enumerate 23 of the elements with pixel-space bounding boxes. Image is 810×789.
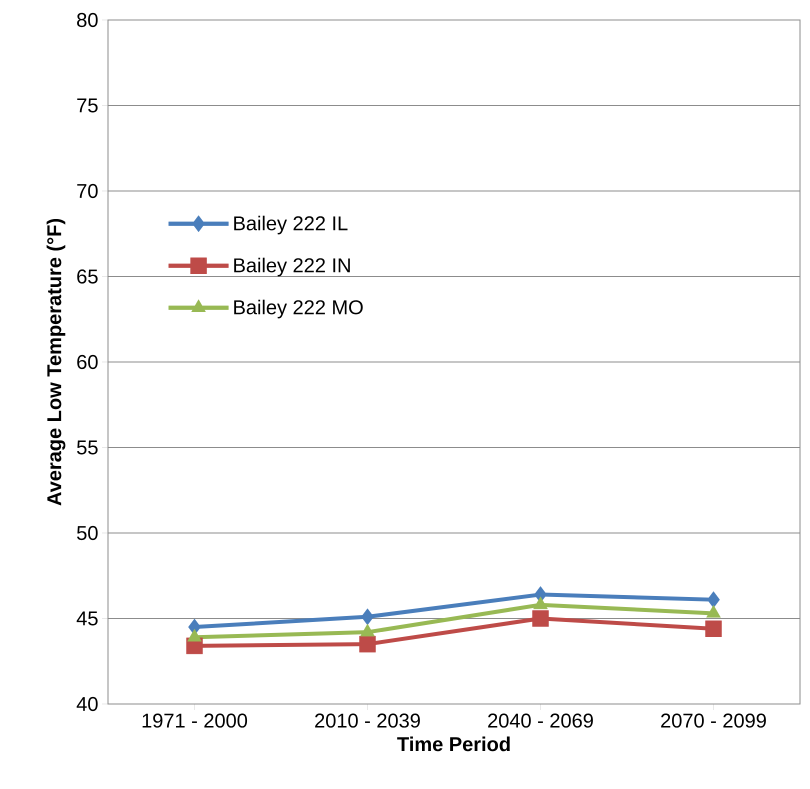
x-tick-label: 2070 - 2099: [661, 714, 766, 728]
point: [532, 610, 549, 627]
x-axis-title: Time Period: [397, 736, 510, 752]
point: [707, 591, 720, 608]
y-tick-label: 65: [77, 269, 98, 284]
legend-label: Bailey 222 IN: [234, 258, 350, 276]
x-tick-label: 2040 - 2069: [488, 714, 593, 728]
legend-label: Bailey 222 IL: [234, 216, 348, 234]
y-tick-label: 55: [77, 440, 98, 454]
y-tick-label: 70: [77, 184, 98, 198]
y-tick-label: 80: [77, 12, 98, 28]
legend-label: Bailey 222 MO: [234, 300, 363, 318]
point: [361, 608, 374, 626]
y-axis-title: Average Low Temperature (°F): [46, 218, 66, 506]
x-tick-label: 1971 - 2000: [142, 714, 248, 728]
point: [705, 620, 722, 638]
y-tick-label: 50: [77, 526, 98, 540]
x-tick-label: 2010 - 2039: [315, 714, 420, 728]
point: [359, 636, 376, 652]
y-tick-label: 40: [76, 696, 98, 712]
y-tick-label: 60: [77, 354, 98, 370]
y-tick-label: 45: [76, 612, 98, 626]
y-tick-label: 75: [77, 98, 98, 112]
